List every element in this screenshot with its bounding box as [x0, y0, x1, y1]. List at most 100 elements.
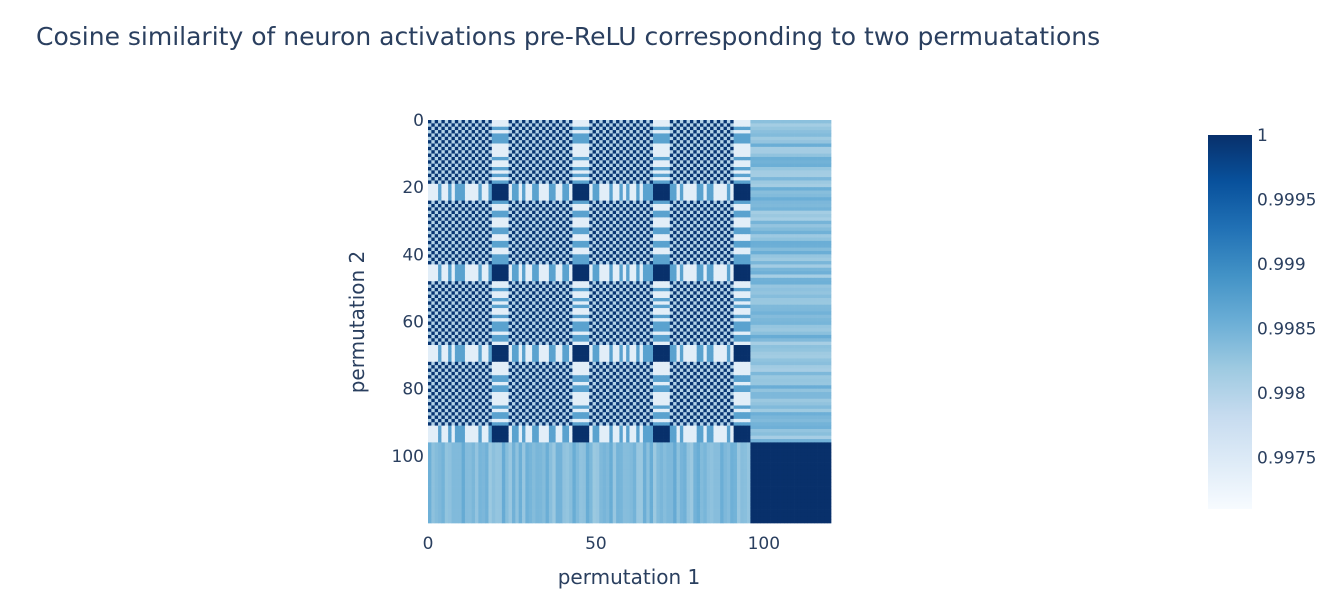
heatmap-cell	[508, 227, 513, 232]
heatmap-cell	[458, 140, 462, 144]
heatmap-cell	[817, 187, 822, 191]
heatmap-cell	[767, 136, 771, 141]
heatmap-cell	[438, 220, 442, 225]
heatmap-cell	[646, 130, 650, 134]
heatmap-cell	[582, 197, 587, 201]
heatmap-cell	[753, 156, 758, 161]
heatmap-cell	[790, 237, 795, 242]
heatmap-cell	[468, 234, 473, 238]
heatmap-cell	[770, 234, 775, 238]
heatmap-cell	[508, 150, 513, 154]
heatmap-cell	[713, 177, 718, 181]
heatmap-cell	[649, 197, 654, 201]
heatmap-cell	[807, 247, 812, 252]
heatmap-cell	[706, 180, 711, 185]
heatmap-cell	[794, 173, 798, 178]
heatmap-cell	[753, 254, 758, 259]
heatmap-cell	[595, 200, 600, 205]
heatmap-cell	[676, 217, 681, 222]
heatmap-cell	[464, 193, 469, 198]
heatmap-cell	[820, 247, 825, 252]
heatmap-cell	[777, 197, 781, 201]
heatmap-cell	[454, 224, 459, 228]
heatmap-cell	[693, 197, 698, 201]
heatmap-cell	[797, 156, 802, 161]
heatmap-cell	[706, 156, 711, 161]
heatmap-cell	[448, 170, 452, 175]
heatmap-cell	[565, 183, 570, 188]
heatmap-cell	[599, 224, 603, 228]
heatmap-cell	[663, 247, 667, 252]
heatmap-cell	[740, 136, 745, 141]
heatmap-cell	[679, 254, 684, 259]
heatmap-cell	[619, 167, 624, 171]
heatmap-cell	[760, 187, 765, 191]
heatmap-cell	[757, 130, 761, 134]
heatmap-cell	[663, 257, 667, 262]
heatmap-cell	[689, 143, 694, 148]
heatmap-cell	[552, 257, 556, 262]
heatmap-cell	[454, 163, 459, 168]
heatmap-cell	[649, 180, 654, 185]
heatmap-cell	[528, 133, 533, 138]
heatmap-cell	[451, 140, 456, 144]
heatmap-cell	[498, 200, 503, 205]
heatmap-cell	[538, 183, 543, 188]
heatmap-cell	[820, 130, 825, 134]
heatmap-cell	[649, 120, 654, 124]
heatmap-cell	[639, 244, 644, 248]
heatmap-cell	[740, 177, 745, 181]
heatmap-cell	[592, 153, 597, 158]
heatmap-cell	[673, 227, 677, 232]
heatmap-cell	[787, 200, 792, 205]
heatmap-cell	[760, 123, 765, 128]
heatmap-cell	[783, 197, 788, 201]
heatmap-cell	[750, 203, 755, 208]
heatmap-cell	[736, 210, 741, 215]
heatmap-cell	[602, 140, 607, 144]
heatmap-cell	[515, 220, 520, 225]
heatmap-cell	[700, 123, 704, 128]
heatmap-cell	[753, 187, 758, 191]
heatmap-cell	[649, 160, 654, 165]
heatmap-cell	[461, 160, 466, 165]
heatmap-cell	[599, 173, 603, 178]
heatmap-cell	[461, 187, 466, 191]
heatmap-cell	[820, 237, 825, 242]
heatmap-cell	[797, 150, 802, 154]
heatmap-cell	[663, 237, 667, 242]
heatmap-cell	[642, 200, 647, 205]
heatmap-cell	[757, 163, 761, 168]
heatmap-cell	[481, 227, 486, 232]
heatmap-cell	[703, 227, 708, 232]
heatmap-cell	[659, 143, 664, 148]
heatmap-cell	[518, 244, 523, 248]
heatmap-cell	[605, 190, 610, 195]
heatmap-cell	[653, 170, 657, 175]
heatmap-cell	[538, 207, 543, 212]
heatmap-cell	[589, 210, 593, 215]
heatmap-cell	[505, 143, 509, 148]
heatmap-cell	[639, 183, 644, 188]
heatmap-cell	[810, 173, 815, 178]
heatmap-cell	[763, 193, 768, 198]
heatmap-cell	[673, 173, 677, 178]
heatmap-cell	[726, 156, 731, 161]
heatmap-cell	[555, 227, 560, 232]
heatmap-cell	[683, 210, 687, 215]
heatmap-cell	[787, 126, 792, 131]
heatmap-cell	[569, 234, 573, 238]
heatmap-cell	[444, 180, 449, 185]
heatmap-cell	[572, 254, 577, 259]
heatmap-cell	[538, 224, 543, 228]
heatmap-cell	[528, 207, 533, 212]
heatmap-cell	[814, 220, 818, 225]
heatmap-cell	[794, 150, 798, 154]
heatmap-cell	[575, 224, 580, 228]
heatmap-cell	[646, 133, 650, 138]
heatmap-cell	[710, 237, 714, 242]
heatmap-cell	[629, 200, 634, 205]
heatmap-cell	[629, 197, 634, 201]
heatmap-cell	[575, 193, 580, 198]
